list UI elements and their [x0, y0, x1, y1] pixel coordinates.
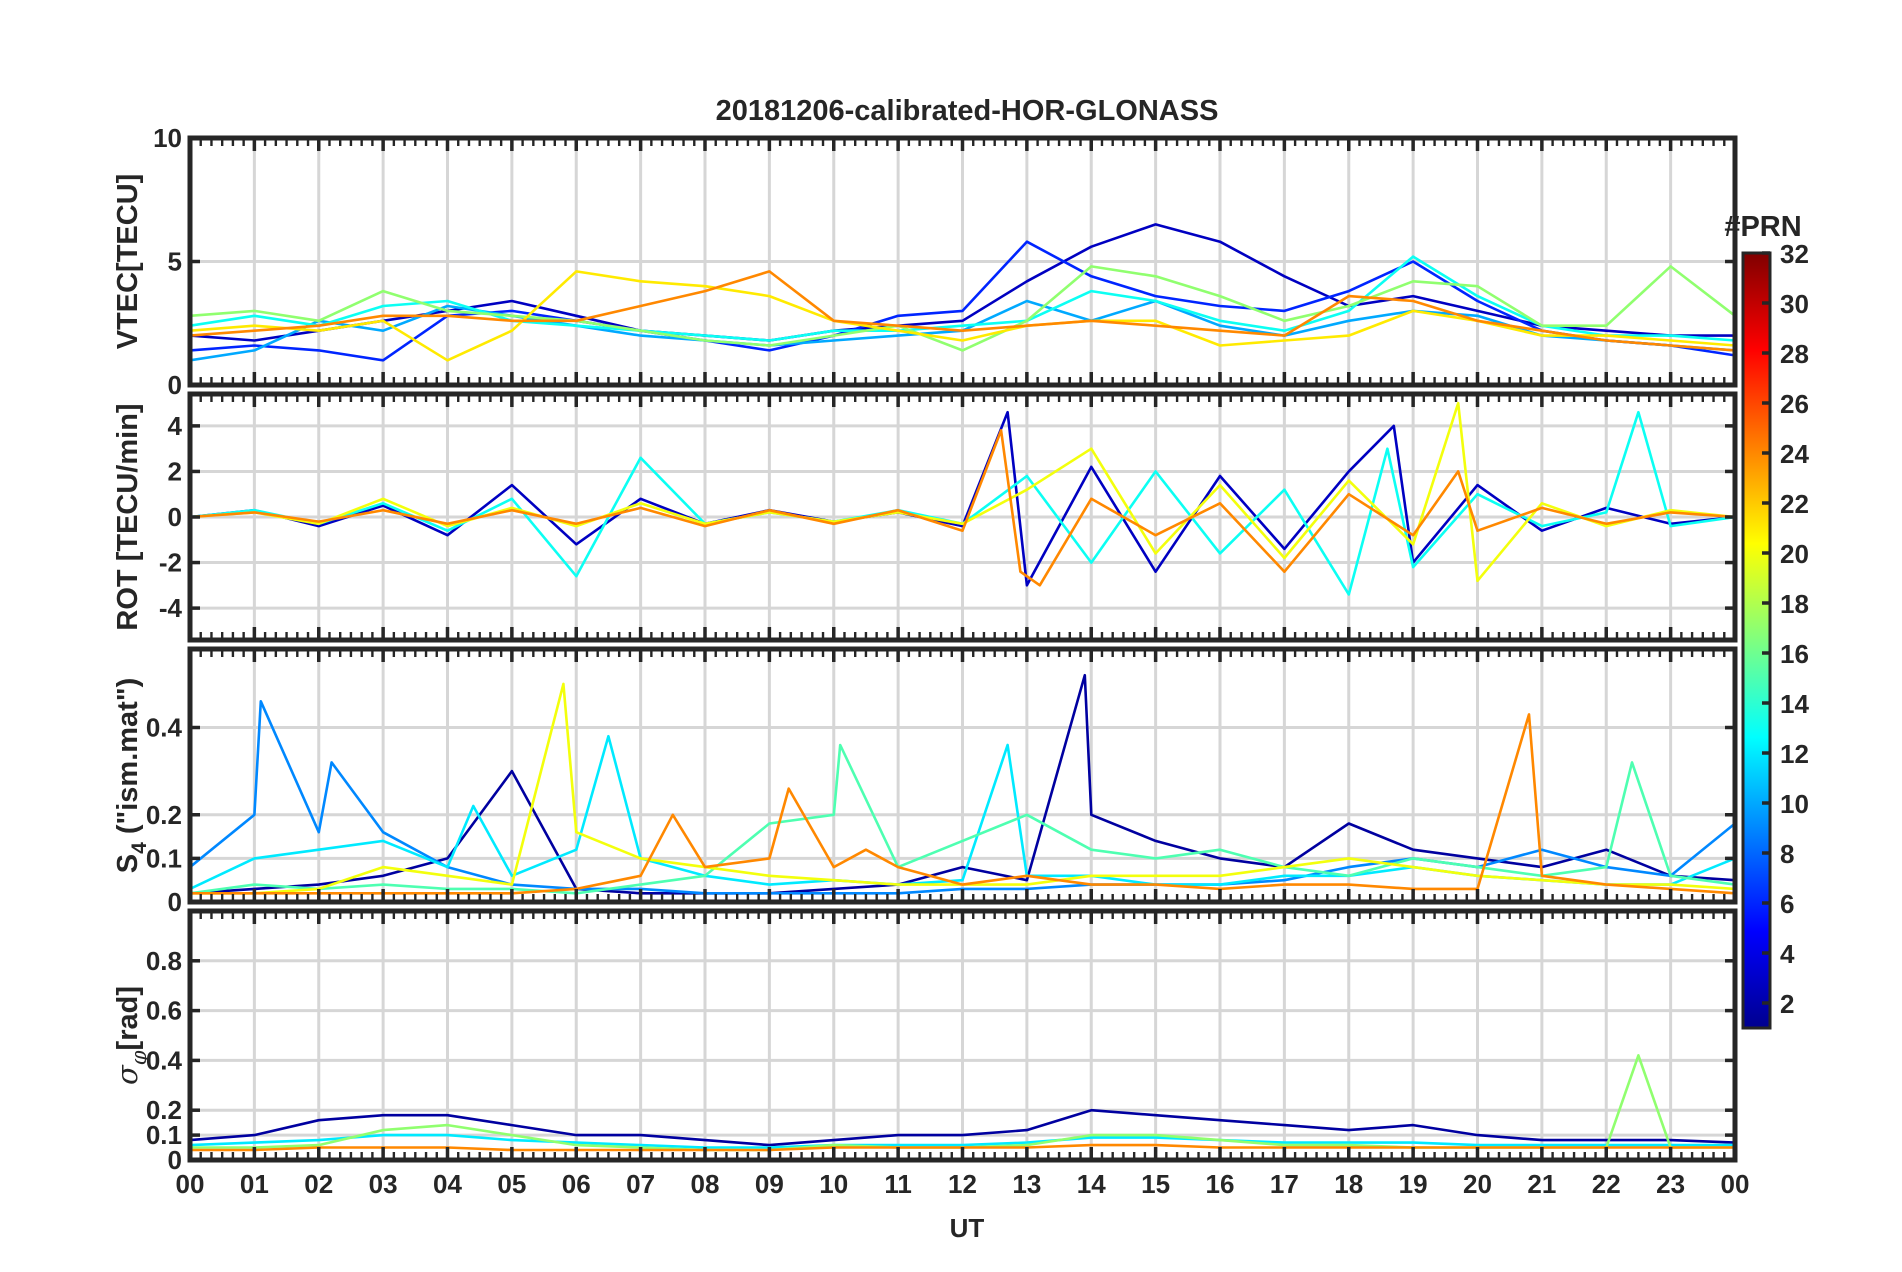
x-tick-label: 03 — [369, 1169, 398, 1199]
x-tick-label: 17 — [1270, 1169, 1299, 1199]
y-tick-label: -2 — [159, 548, 182, 578]
colorbar-tick-label: 28 — [1780, 339, 1809, 369]
x-tick-label: 10 — [819, 1169, 848, 1199]
colorbar-tick-label: 32 — [1780, 239, 1809, 269]
colorbar-tick-label: 24 — [1780, 439, 1809, 469]
colorbar-tick-label: 20 — [1780, 539, 1809, 569]
x-axis-title: UT — [950, 1213, 985, 1243]
x-tick-label: 08 — [691, 1169, 720, 1199]
y-tick-label: 0.2 — [146, 800, 182, 830]
series-line-prn-2 — [190, 1108, 1735, 1147]
x-tick-label: 09 — [755, 1169, 784, 1199]
colorbar-tick-label: 30 — [1780, 289, 1809, 319]
x-tick-label: 07 — [626, 1169, 655, 1199]
series-line-prn-12 — [190, 1133, 1735, 1149]
x-tick-label: 00 — [176, 1169, 205, 1199]
y-tick-label: 0.4 — [146, 713, 183, 743]
x-tick-label: 04 — [433, 1169, 462, 1199]
panel-s4: 0 0.1 0.2 0.4S4 ("ism.mat") — [112, 646, 1738, 917]
y-tick-label: 0.1 — [146, 843, 182, 873]
x-tick-label: 12 — [948, 1169, 977, 1199]
colorbar-tick-label: 22 — [1780, 489, 1809, 519]
y-tick-label: 0.6 — [146, 996, 182, 1026]
colorbar-tick-label: 18 — [1780, 589, 1809, 619]
colorbar-tick-label: 4 — [1780, 939, 1795, 969]
y-tick-label: 0 — [168, 887, 182, 917]
x-tick-label: 15 — [1141, 1169, 1170, 1199]
x-tick-label: 16 — [1206, 1169, 1235, 1199]
series-group — [190, 401, 1735, 596]
x-tick-label: 22 — [1592, 1169, 1621, 1199]
colorbar-tick-label: 8 — [1780, 839, 1794, 869]
panel-rot: -4 -2 0 2 4 ROT [TECU/min] — [112, 391, 1738, 643]
colorbar-tick-label: 26 — [1780, 389, 1809, 419]
y-tick-label: -4 — [159, 593, 183, 623]
x-tick-label: 23 — [1656, 1169, 1685, 1199]
x-tick-label: 14 — [1077, 1169, 1106, 1199]
x-tick-label: 13 — [1012, 1169, 1041, 1199]
panel-sigma: 00.10.2 0.4 0.6 0.8 σφ[rad] — [110, 908, 1738, 1175]
x-tick-label: 11 — [884, 1169, 912, 1199]
x-tick-label: 01 — [240, 1169, 269, 1199]
y-tick-label: 0.8 — [146, 946, 182, 976]
colorbar-bar — [1741, 251, 1772, 1030]
colorbar-tick-label: 12 — [1780, 739, 1809, 769]
series-group — [190, 673, 1735, 895]
colorbar-tick-label: 16 — [1780, 639, 1809, 669]
series-line-prn-24 — [190, 270, 1735, 352]
panel-vtec: 0 5 10 VTEC[TECU] — [112, 123, 1738, 400]
y-axis-label: S4 ("ism.mat") — [112, 678, 151, 874]
y-tick-label: 4 — [168, 411, 183, 441]
y-axis-label: VTEC[TECU] — [112, 174, 144, 350]
x-tick-label: 06 — [562, 1169, 591, 1199]
series-line-prn-15 — [190, 743, 1735, 895]
chart-title: 20181206-calibrated-HOR-GLONASS — [716, 95, 1219, 127]
x-tick-label: 21 — [1527, 1169, 1556, 1199]
colorbar-tick-label: 2 — [1780, 989, 1794, 1019]
y-tick-label: 2 — [168, 456, 182, 486]
x-tick-label: 02 — [304, 1169, 333, 1199]
series-group — [190, 223, 1735, 362]
x-tick-label: 05 — [497, 1169, 526, 1199]
x-tick-label: 18 — [1334, 1169, 1363, 1199]
series-line-prn-20 — [190, 401, 1735, 583]
y-tick-label: 0 — [168, 1145, 182, 1175]
y-tick-label: 5 — [168, 247, 182, 277]
y-tick-label: 0.2 — [146, 1095, 182, 1125]
colorbar-tick-label: 10 — [1780, 789, 1809, 819]
y-tick-label: 0 — [168, 370, 182, 400]
colorbar-tick-label: 14 — [1780, 689, 1809, 719]
x-tick-label: 00 — [1721, 1169, 1750, 1199]
x-tick-label: 20 — [1463, 1169, 1492, 1199]
series-line-prn-13 — [190, 255, 1735, 342]
y-axis-label: σφ[rad] — [110, 986, 151, 1085]
y-tick-label: 0.4 — [146, 1045, 183, 1075]
y-tick-label: 0 — [168, 502, 182, 532]
colorbar-title: #PRN — [1724, 211, 1801, 243]
series-line-prn-24 — [190, 713, 1735, 895]
colorbar-tick-label: 6 — [1780, 889, 1794, 919]
x-tick-label: 19 — [1399, 1169, 1428, 1199]
series-line-prn-24 — [190, 429, 1735, 587]
y-axis-label: ROT [TECU/min] — [112, 403, 144, 630]
series-line-prn-20 — [190, 682, 1735, 895]
series-line-prn-17 — [190, 265, 1735, 352]
y-tick-label: 10 — [153, 123, 182, 153]
y-tick-label: 0.1 — [146, 1120, 182, 1150]
